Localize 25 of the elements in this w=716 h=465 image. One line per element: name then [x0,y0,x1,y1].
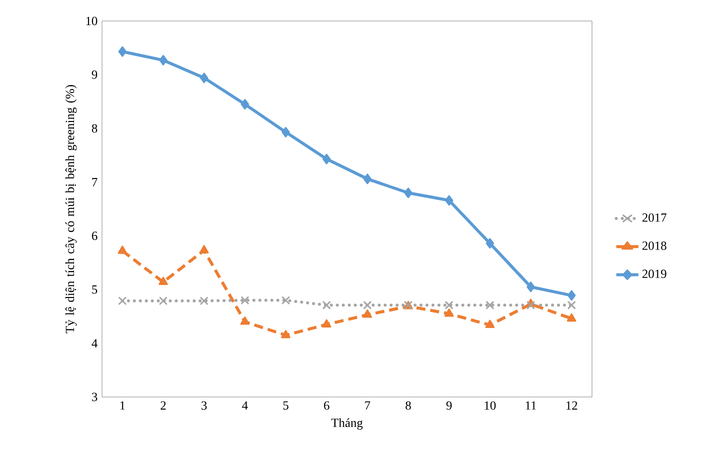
y-tick-label: 3 [92,392,98,402]
legend-label: 2017 [642,213,666,222]
y-tick-label: 10 [86,16,98,26]
x-tick-label: 3 [202,401,207,410]
y-tick-label: 9 [92,70,98,79]
x-tick-label: 9 [446,401,452,410]
y-axis-title: Tỷ lệ diện tích cây có múi bị bệnh greening (%) [65,85,77,334]
x-tick-label: 2 [160,401,166,410]
x-tick-label: 5 [283,401,288,410]
x-tick-label: 10 [484,401,496,410]
y-tick-label: 8 [92,124,98,133]
x-tick-label: 6 [324,401,330,410]
x-tick-label: 7 [365,401,370,410]
x-axis-title: Tháng [331,418,363,430]
y-tick-label: 7 [92,178,98,186]
y-tick-label: 5 [92,285,98,294]
x-tick-label: 4 [242,401,248,410]
legend-label: 2018 [642,242,666,250]
x-tick-label: 12 [566,401,578,410]
x-tick-label: 11 [526,401,536,410]
x-tick-label: 1 [120,401,125,410]
legend-label: 2019 [642,270,666,278]
y-tick-label: 6 [92,232,98,240]
x-tick-label: 8 [406,401,411,410]
y-tick-label: 4 [92,339,98,348]
